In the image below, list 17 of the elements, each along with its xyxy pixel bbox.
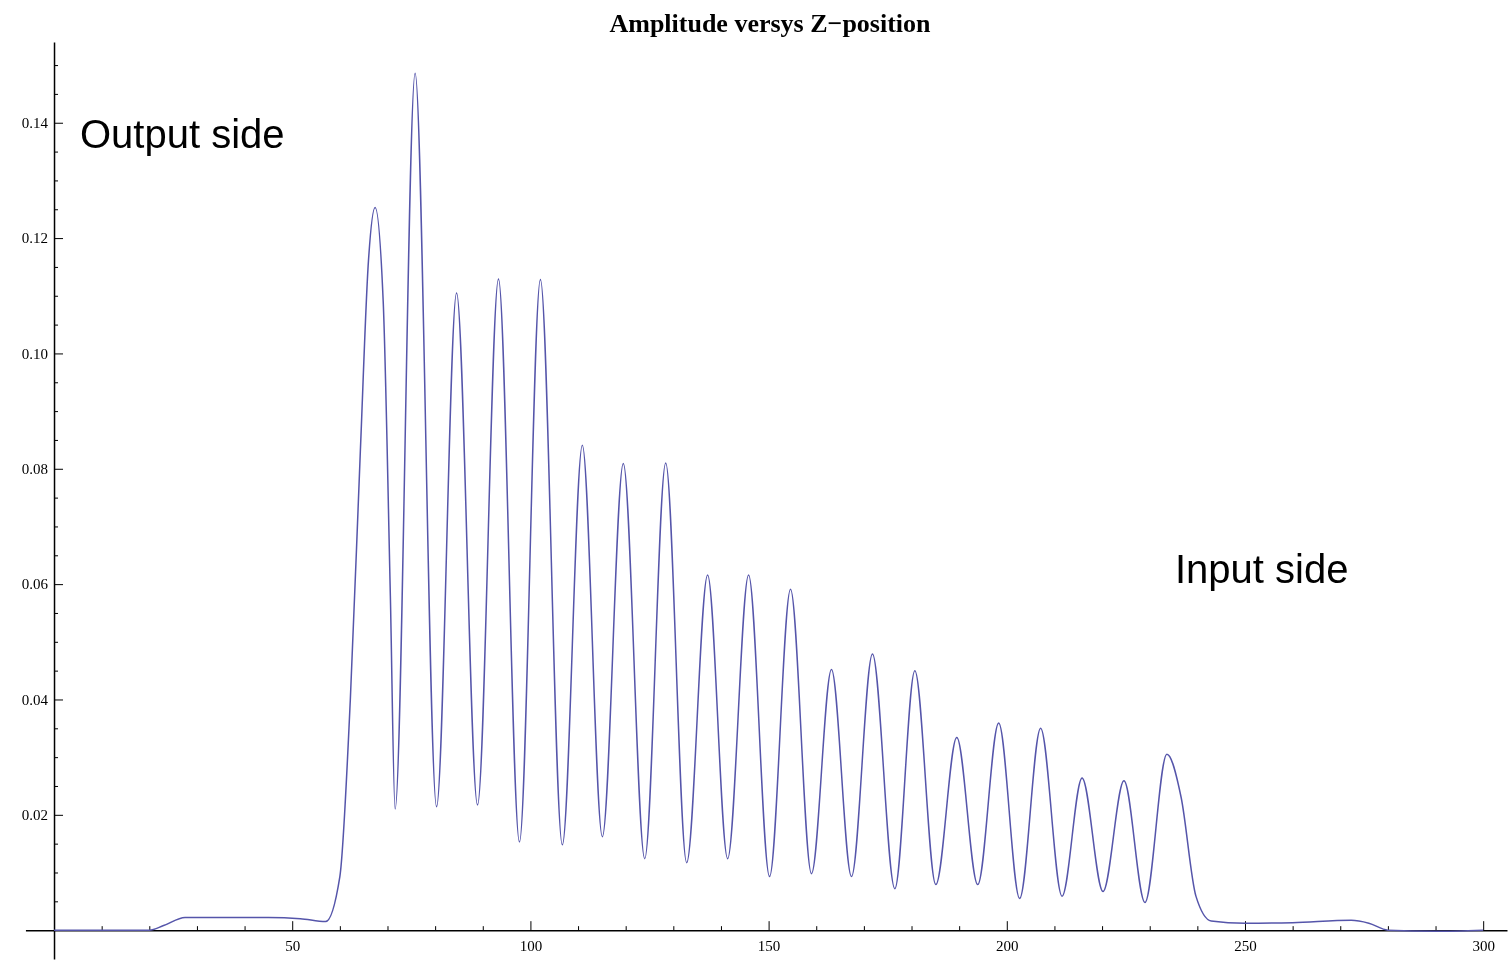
chart-title: Amplitude versys Z−position xyxy=(609,9,932,38)
y-tick-label: 0.14 xyxy=(21,115,49,132)
x-tick-label: 300 xyxy=(1472,937,1495,954)
x-tick-label: 250 xyxy=(1234,937,1257,954)
y-tick-label: 0.08 xyxy=(21,461,49,478)
y-tick-label: 0.12 xyxy=(21,230,49,247)
x-tick-label: 50 xyxy=(285,937,301,954)
x-tick-label: 100 xyxy=(519,937,543,954)
line-series xyxy=(53,72,1484,933)
y-tick-label: 0.06 xyxy=(21,576,49,593)
x-tick-label: 200 xyxy=(996,937,1019,954)
annotation: Output side xyxy=(80,112,285,156)
y-tick-label: 0.02 xyxy=(21,807,49,824)
annotation: Input side xyxy=(1175,547,1349,591)
y-tick-label: 0.04 xyxy=(21,691,49,708)
y-tick-label: 0.10 xyxy=(21,345,49,362)
x-tick-label: 150 xyxy=(757,937,781,954)
